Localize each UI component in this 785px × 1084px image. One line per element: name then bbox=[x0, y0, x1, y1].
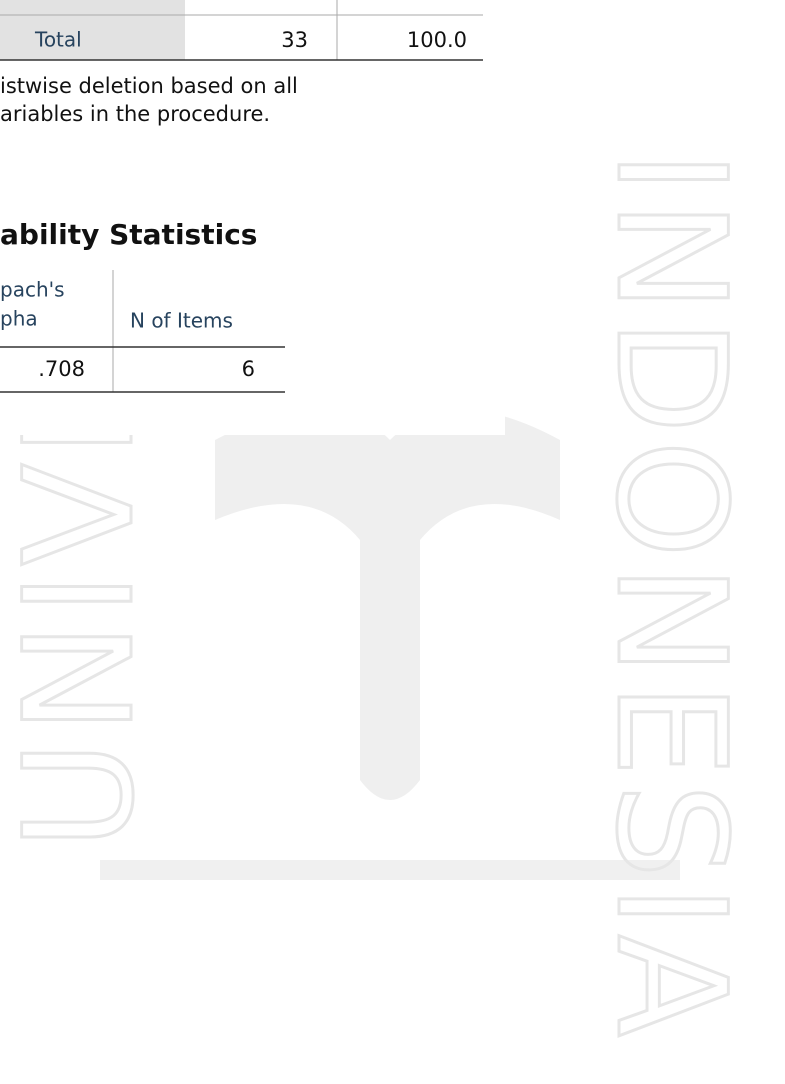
cell: 33 bbox=[281, 28, 308, 52]
row-label: Total bbox=[34, 28, 82, 52]
watermark-right: INDONESIA bbox=[583, 150, 757, 1043]
page: UNIVER INDONESIA Total 33 100.0 istwise … bbox=[0, 0, 785, 1084]
column-header: N of Items bbox=[130, 309, 233, 333]
cell: 6 bbox=[242, 357, 255, 381]
row-header-cell bbox=[0, 0, 185, 60]
column-header: pach's bbox=[0, 278, 65, 302]
cell: 100.0 bbox=[407, 28, 467, 52]
column-header: pha bbox=[0, 307, 38, 331]
footnote: ariables in the procedure. bbox=[0, 102, 270, 126]
watermark-emblem bbox=[215, 410, 560, 800]
table-title: ability Statistics bbox=[0, 218, 257, 251]
cell: .708 bbox=[38, 357, 85, 381]
footnote: istwise deletion based on all bbox=[0, 74, 298, 98]
